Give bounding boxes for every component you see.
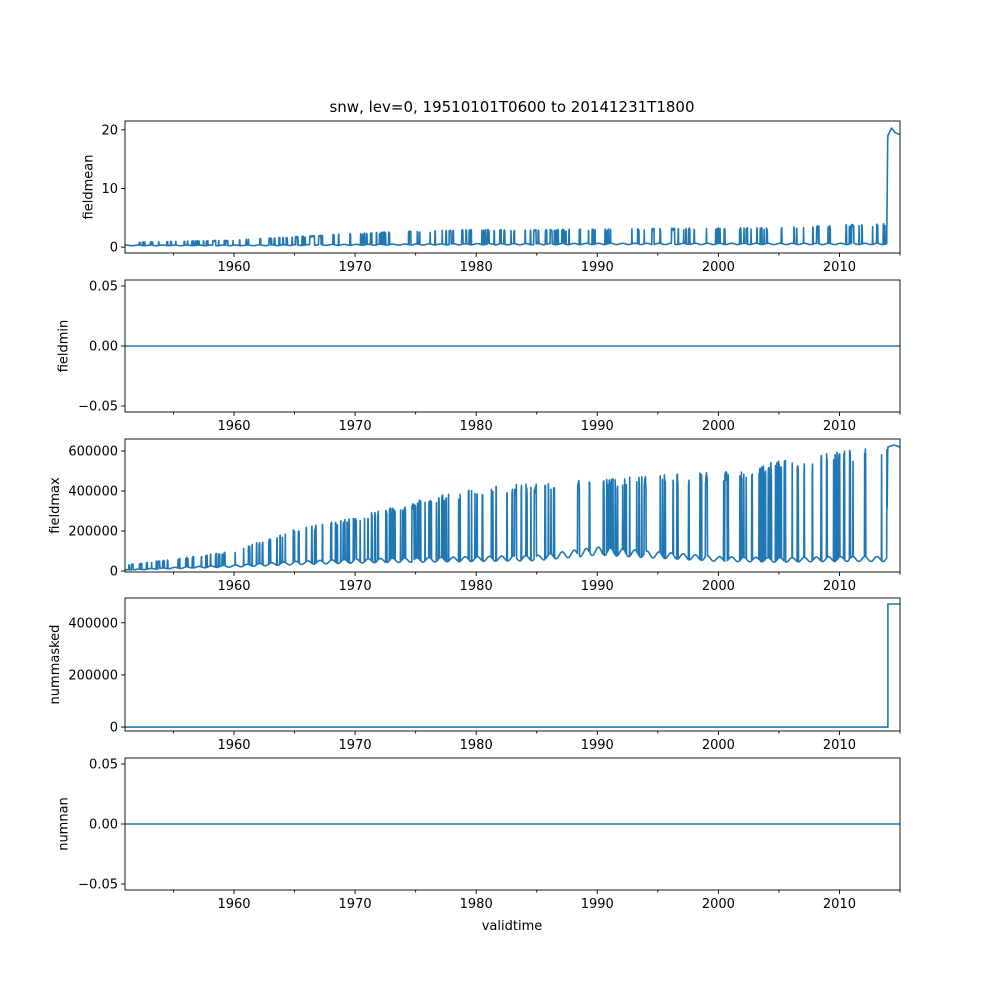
axes-frame (124, 438, 901, 573)
y-tick-label: 0.00 (89, 818, 118, 833)
x-tick-label: 1990 (581, 738, 614, 753)
x-tick-label: 1990 (581, 419, 614, 434)
x-tick-label: 2000 (702, 738, 735, 753)
y-tick-label: 0.05 (89, 758, 118, 773)
y-axis-label: numnan (57, 797, 72, 851)
x-tick-label: 1980 (460, 260, 493, 275)
x-tick-label: 1980 (460, 419, 493, 434)
y-tick-label: 0.00 (89, 340, 118, 355)
x-tick-label: 1980 (460, 579, 493, 594)
y-tick-label: 200000 (68, 525, 118, 540)
series-line-fieldmean (124, 127, 901, 247)
axes-frame (124, 120, 901, 254)
y-tick-label: 20 (101, 123, 118, 138)
x-tick-label: 2010 (823, 579, 856, 594)
y-tick-label: 400000 (68, 485, 118, 500)
y-tick-label: 0 (110, 241, 118, 256)
x-tick-label: 2010 (823, 897, 856, 912)
series-line-nummasked (125, 603, 900, 728)
x-tick-label: 1960 (217, 260, 250, 275)
x-tick-label: 2010 (823, 738, 856, 753)
x-tick-label: 1980 (460, 897, 493, 912)
y-axis-label: fieldmean (81, 155, 96, 220)
subplots: 1960 1970 1980 1990 2000 201001020fieldmean19… (48, 120, 901, 912)
x-tick-label: 1960 (217, 897, 250, 912)
subplot-nummasked: 1960 1970 1980 1990 2000 2010 0 200000 400000 num… (48, 597, 901, 753)
y-tick-label: 10 (101, 182, 118, 197)
series-line-fieldmax (124, 444, 901, 571)
x-tick-label: 1990 (581, 579, 614, 594)
x-tick-label: 2010 (823, 419, 856, 434)
subplot-fieldmin: 1960 1970 1980 1990 2000 2010 −0.05 0.00 0.05 fie… (57, 280, 901, 434)
x-tick-label: 1960 (217, 738, 250, 753)
x-tick-label: 1960 (217, 419, 250, 434)
x-tick-label: 1970 (339, 419, 372, 434)
x-tick-label: 1970 (339, 738, 372, 753)
y-tick-label: 0 (110, 721, 118, 736)
x-tick-label: 2000 (702, 897, 735, 912)
figure-title: snw, lev=0, 19510101T0600 to 20141231T18… (329, 98, 694, 116)
y-tick-label: −0.05 (78, 400, 118, 415)
y-tick-label: 0.05 (89, 280, 118, 295)
y-axis-label: fieldmin (57, 320, 72, 373)
x-tick-label: 1970 (339, 260, 372, 275)
x-tick-label: 1970 (339, 579, 372, 594)
x-tick-label: 1960 (217, 579, 250, 594)
subplot-fieldmax: 1960 1970 1980 1990 2000 2010 0 200000 400000 600… (48, 438, 901, 594)
y-tick-label: 600000 (68, 445, 118, 460)
x-tick-label: 2010 (823, 260, 856, 275)
y-axis-label: nummasked (48, 625, 63, 705)
y-axis-label: fieldmax (48, 477, 63, 534)
x-tick-label: 1990 (581, 897, 614, 912)
y-tick-label: 0 (110, 565, 118, 580)
x-axis-label: validtime (482, 919, 543, 934)
x-tick-label: 2000 (702, 260, 735, 275)
x-tick-label: 2000 (702, 579, 735, 594)
subplot-fieldmean: 1960 1970 1980 1990 2000 2010 0 10 20 fieldmean (81, 120, 901, 275)
x-tick-label: 1980 (460, 738, 493, 753)
x-tick-label: 1970 (339, 897, 372, 912)
y-tick-label: 400000 (68, 616, 118, 631)
axes-frame (124, 597, 901, 732)
y-tick-label: −0.05 (78, 878, 118, 893)
subplot-numnan: 1960 1970 1980 1990 2000 2010 −0.05 0.00 0.05 num… (57, 758, 901, 912)
x-tick-label: 2000 (702, 419, 735, 434)
x-tick-label: 1990 (581, 260, 614, 275)
y-tick-label: 200000 (68, 668, 118, 683)
